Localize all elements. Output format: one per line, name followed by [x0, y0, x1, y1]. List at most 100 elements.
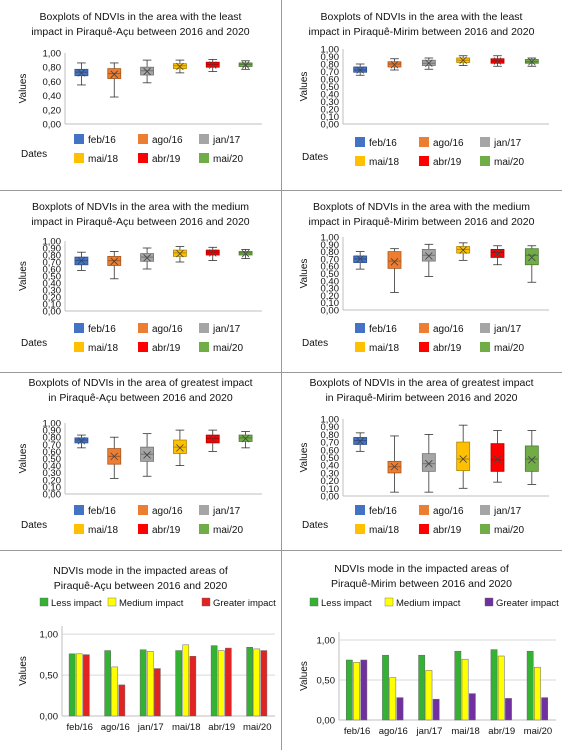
bar-greater-impact [505, 698, 512, 721]
legend-label: ago/16 [433, 324, 464, 335]
mean-marker [425, 252, 433, 260]
mean-marker [390, 258, 399, 266]
legend-swatch [480, 505, 490, 515]
y-tick-label: 0,60 [43, 447, 62, 458]
bar-medium-impact [111, 666, 119, 717]
x-tick-label: jan/17 [137, 722, 164, 733]
y-tick-label: 0,90 [43, 244, 62, 255]
legend-label: Medium impact [119, 598, 184, 609]
y-tick-label: 1,00 [321, 45, 340, 56]
mean-marker [77, 69, 86, 77]
mean-marker [143, 67, 151, 76]
x-axis-label: Dates [21, 520, 47, 531]
y-tick-label: 0,20 [43, 105, 62, 116]
y-tick-label: 0,10 [43, 300, 62, 311]
boxplot-panel: Boxplots of NDVIs in the area with the l… [281, 0, 562, 190]
legend-swatch [138, 505, 148, 515]
bar-medium-impact [353, 662, 360, 721]
chart-title: impact in Piraquê-Mirim between 2016 and… [309, 26, 535, 38]
y-tick-label: 0,90 [321, 52, 340, 63]
chart-svg: Boxplots of NDVIs in the area with the m… [18, 201, 262, 354]
chart-title: NDVIs mode in the impacted areas of [53, 565, 228, 577]
legend-swatch [199, 342, 209, 352]
legend-label: mai/18 [88, 525, 118, 536]
x-axis-label: Dates [21, 149, 47, 160]
bar-less-impact [139, 649, 147, 717]
bar-less-impact [345, 659, 353, 721]
y-axis-label: Values [299, 661, 310, 691]
chart-title: Boxplots of NDVIs in the area with the l… [40, 11, 242, 23]
mean-marker [176, 444, 184, 452]
legend-swatch [74, 323, 84, 333]
legend-swatch [74, 505, 84, 515]
chart-title: Boxplots of NDVIs in the area of greates… [28, 377, 252, 389]
boxplot-panel: Boxplots of NDVIs in the area of greates… [281, 372, 562, 550]
mean-marker [143, 451, 151, 459]
legend-swatch [355, 137, 365, 147]
y-tick-label: 1,00 [321, 415, 340, 426]
y-tick-label: 0,80 [43, 433, 62, 444]
chart-svg: NDVIs mode in the impacted areas of Piraq… [18, 565, 276, 733]
mean-marker [528, 57, 536, 66]
chart-title: Piraquê-Açu between 2016 and 2020 [54, 580, 228, 592]
chart-title: in Piraquê-Mirim between 2016 and 2020 [325, 392, 517, 404]
mean-marker [390, 462, 399, 471]
y-axis-label: Values [299, 72, 310, 102]
legend-swatch [107, 597, 117, 607]
bar-less-impact [490, 649, 498, 721]
mean-marker [110, 452, 119, 461]
chart-title: Boxplots of NDVIs in the area with the m… [313, 201, 530, 213]
legend-swatch [199, 323, 209, 333]
y-tick-label: 0,30 [321, 468, 340, 479]
mean-marker [459, 455, 467, 463]
legend-label: feb/16 [88, 135, 116, 146]
chart-svg: Boxplots of NDVIs in the area of greates… [299, 377, 549, 536]
bar-less-impact [210, 645, 218, 717]
y-tick-label: 0,70 [321, 438, 340, 449]
legend-swatch [419, 156, 429, 166]
bar-medium-impact [534, 666, 541, 721]
chart-title: impact in Piraquê-Mirim between 2016 and… [309, 216, 535, 228]
bar-greater-impact [396, 697, 404, 721]
legend-swatch [74, 153, 84, 163]
legend-label: jan/17 [493, 506, 522, 517]
mean-marker [459, 56, 467, 65]
legend-swatch [384, 597, 394, 607]
chart-svg: Boxplots of NDVIs in the area with the l… [299, 11, 549, 168]
y-tick-label: 0,30 [43, 468, 62, 479]
bar-less-impact [175, 650, 182, 717]
chart-title: NDVIs mode in the impacted areas of [334, 563, 509, 575]
bar-medium-impact [182, 644, 190, 717]
y-tick-label: 0,70 [43, 258, 62, 269]
y-tick-label: 0,50 [321, 82, 340, 93]
legend-swatch [480, 156, 490, 166]
bar-less-impact [68, 653, 76, 717]
legend-swatch [74, 134, 84, 144]
legend-label: abr/19 [152, 154, 181, 165]
bar-greater-impact [260, 650, 268, 717]
y-axis-label: Values [18, 261, 29, 291]
y-tick-label: 0,00 [43, 490, 62, 501]
legend-swatch [480, 342, 490, 352]
bar-chart-panel: NDVIs mode in the impacted areas of Piraq… [0, 550, 281, 750]
legend-label: abr/19 [152, 525, 181, 536]
y-tick-label: 0,60 [321, 445, 340, 456]
mean-marker [493, 57, 502, 65]
y-tick-label: 0,10 [321, 298, 340, 309]
mean-marker [110, 70, 119, 79]
mean-marker [356, 437, 364, 446]
mean-marker [241, 249, 250, 258]
y-tick-label: 0,40 [43, 91, 62, 102]
y-tick-label: 0,60 [43, 265, 62, 276]
y-tick-label: 0,60 [321, 262, 340, 273]
y-tick-label: 0,80 [43, 63, 62, 74]
chart-svg: NDVIs mode in the impacted areas of Piraq… [299, 563, 559, 737]
x-axis-label: Dates [302, 520, 328, 531]
legend-swatch [484, 597, 494, 607]
legend-label: ago/16 [152, 506, 183, 517]
mean-marker [208, 249, 217, 257]
y-tick-label: 0,70 [43, 440, 62, 451]
mean-marker [176, 62, 184, 71]
y-tick-label: 0,00 [321, 306, 340, 317]
legend-label: mai/20 [213, 154, 243, 165]
